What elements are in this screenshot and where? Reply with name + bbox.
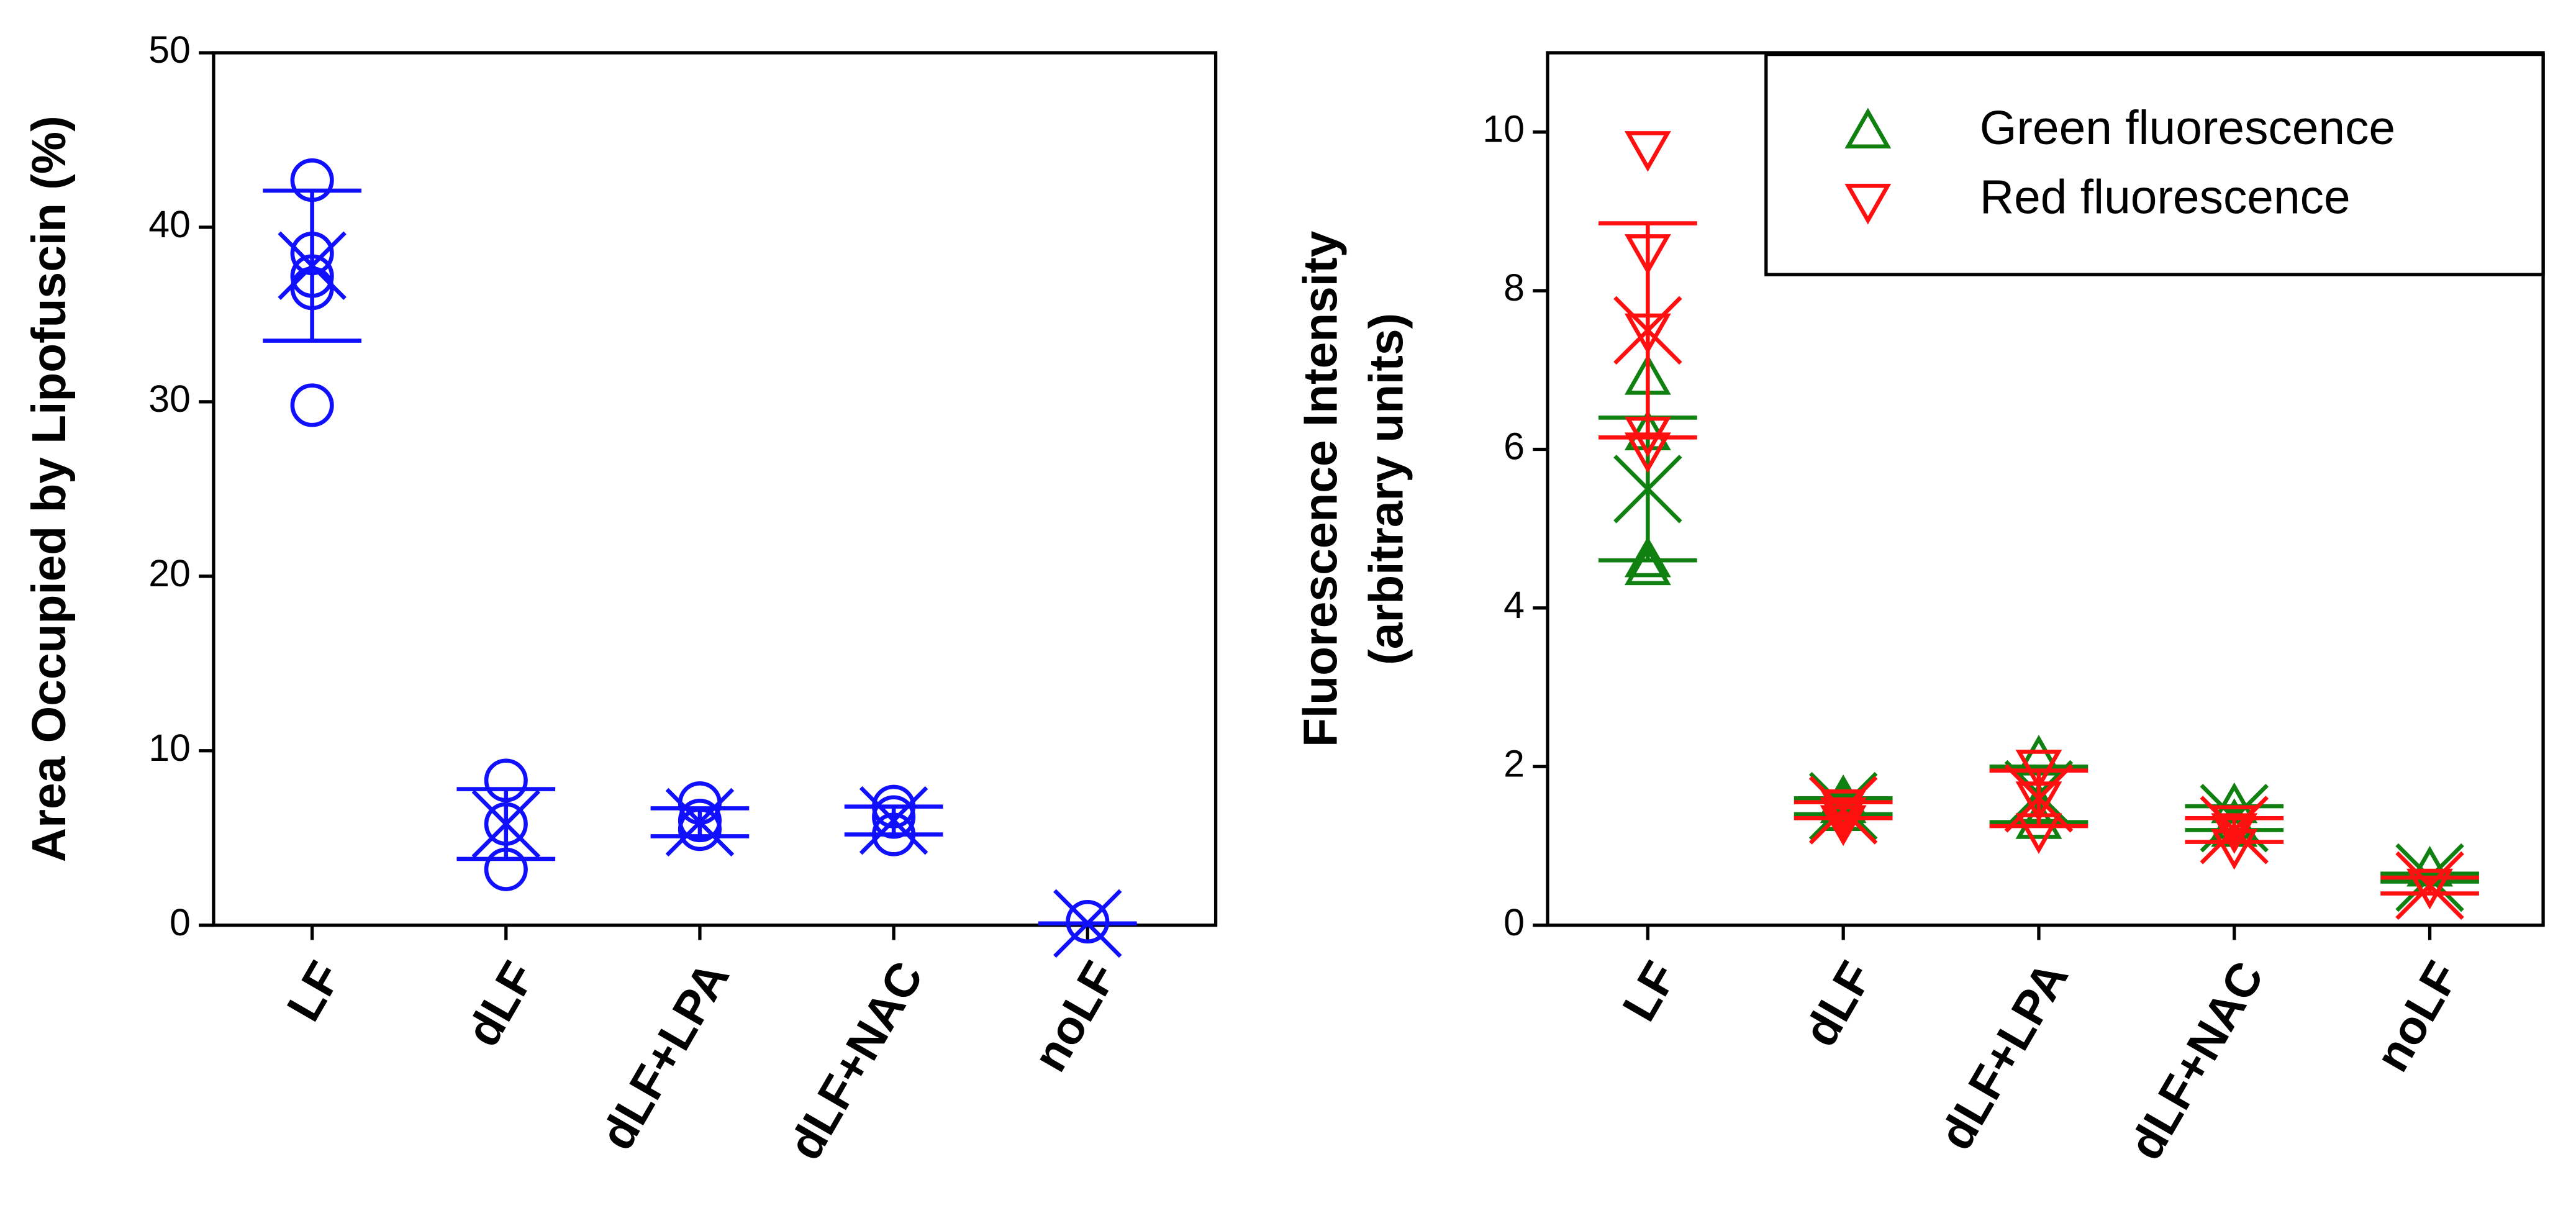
- y-tick-label: 8: [1503, 266, 1525, 309]
- x-tick-label: dLF+LPA: [1930, 953, 2079, 1159]
- data-point: [1624, 536, 1671, 578]
- x-tick-label: LF: [277, 953, 351, 1030]
- x-tick-label: dLF+NAC: [779, 953, 933, 1169]
- data-point: [872, 795, 916, 839]
- y-tick-label: 4: [1503, 584, 1525, 626]
- y-tick-label: 0: [1503, 901, 1525, 943]
- data-point: [1844, 107, 1892, 149]
- error-bar: [263, 188, 361, 343]
- legend-box: [1764, 52, 2545, 276]
- y-tick-label: 2: [1503, 742, 1525, 784]
- error-bar: [1794, 800, 1893, 820]
- x-tick-label: dLF+NAC: [2119, 953, 2274, 1169]
- error-bar: [650, 806, 750, 838]
- y-tick-label: 0: [170, 901, 191, 943]
- legend-label: Red fluorescence: [1980, 171, 2351, 224]
- x-tick-label: noLF: [2365, 953, 2469, 1081]
- error-bar: [1989, 768, 2088, 829]
- x-tick-label: noLF: [1023, 953, 1127, 1081]
- y-tick-label: 40: [148, 203, 191, 245]
- error-bar: [2185, 815, 2284, 844]
- x-tick-label: dLF+LPA: [591, 953, 740, 1159]
- x-tick-label: LF: [1613, 953, 1687, 1030]
- data-point: [2015, 798, 2062, 839]
- y-tick-label: 20: [148, 552, 191, 594]
- data-point: [2211, 805, 2258, 847]
- data-point: [2406, 868, 2454, 910]
- y-tick-label: 10: [148, 727, 191, 769]
- plot-frame: [212, 51, 1218, 927]
- data-point: [1844, 183, 1892, 225]
- x-tick-label: dLF: [456, 953, 546, 1055]
- y-tick-label: 10: [1482, 108, 1525, 150]
- error-bar: [456, 787, 556, 861]
- y-axis-label: (arbitrary units): [1360, 313, 1413, 665]
- error-bar: [2380, 875, 2479, 896]
- error-bar: [1598, 221, 1697, 440]
- error-bar: [844, 804, 943, 837]
- data-point: [1624, 544, 1671, 586]
- y-axis-label: Fluorescence Intensity: [1294, 230, 1347, 747]
- x-tick-label: dLF: [1794, 953, 1883, 1055]
- y-tick-label: 6: [1503, 425, 1525, 468]
- data-point: [290, 383, 334, 427]
- y-tick-label: 50: [148, 29, 191, 71]
- y-tick-label: 30: [148, 378, 191, 420]
- data-point: [1624, 131, 1671, 172]
- y-axis-label: Area Occupied by Lipofuscin (%): [23, 116, 76, 862]
- legend-label: Green fluorescence: [1980, 102, 2395, 155]
